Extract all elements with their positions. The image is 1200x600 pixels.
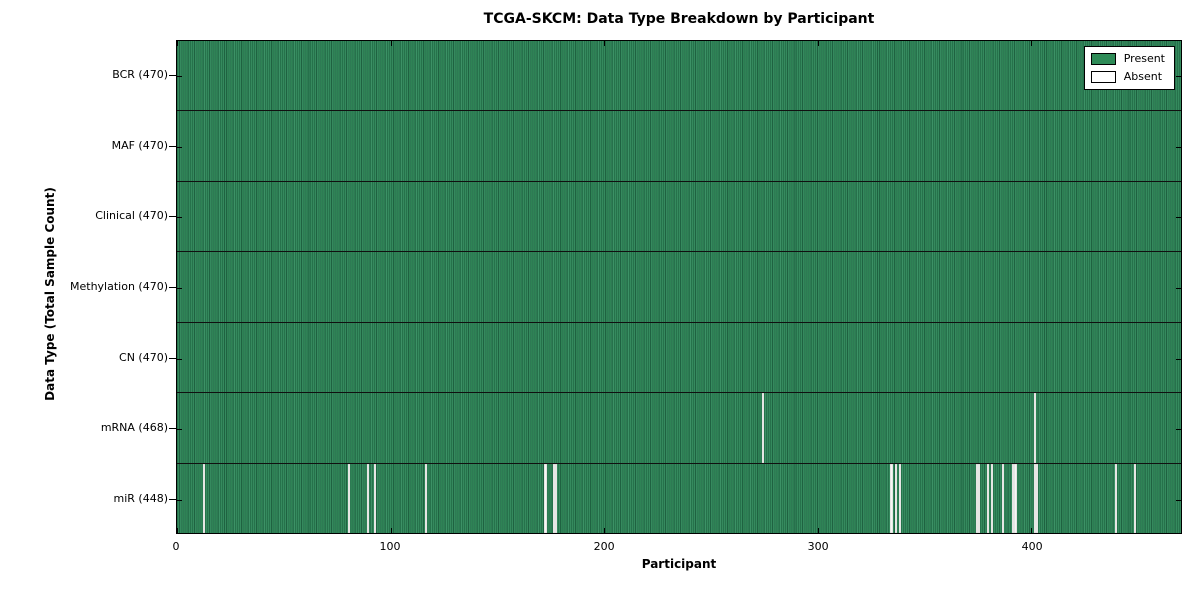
row-BCR bbox=[177, 41, 1181, 112]
y-tick bbox=[1176, 358, 1181, 360]
y-tick-label-MAF: MAF (470) bbox=[111, 138, 168, 152]
absent-mark-miR-334 bbox=[890, 463, 893, 533]
absent-mark-miR-89 bbox=[367, 463, 370, 533]
y-tick bbox=[169, 428, 176, 430]
y-tick-label-CN: CN (470) bbox=[119, 350, 168, 364]
row-mRNA bbox=[177, 393, 1181, 464]
x-tick bbox=[604, 528, 606, 533]
absent-mark-miR-92 bbox=[373, 463, 376, 533]
y-tick bbox=[169, 287, 176, 288]
y-tick bbox=[177, 217, 182, 219]
x-tick bbox=[390, 528, 392, 533]
y-tick-label-BCR: BCR (470) bbox=[112, 68, 168, 82]
x-tick bbox=[604, 41, 606, 46]
x-tick bbox=[817, 41, 819, 46]
row-CN bbox=[177, 323, 1181, 394]
y-tick bbox=[1176, 429, 1181, 431]
y-tick bbox=[177, 499, 182, 501]
x-tick bbox=[817, 528, 819, 533]
y-tick bbox=[177, 146, 182, 148]
absent-mark-miR-172 bbox=[544, 463, 547, 533]
absent-mark-mRNA-274 bbox=[762, 393, 765, 463]
y-tick-label-miR: miR (448) bbox=[113, 491, 169, 505]
legend-item-absent: Absent bbox=[1090, 70, 1165, 83]
absent-mark-miR-176 bbox=[552, 463, 556, 533]
y-tick bbox=[169, 357, 176, 359]
x-tick bbox=[1031, 41, 1033, 46]
y-tick bbox=[177, 76, 182, 78]
x-tick bbox=[177, 41, 178, 46]
x-axis-title: Participant bbox=[641, 557, 717, 571]
x-tick bbox=[1031, 528, 1033, 533]
x-tick-label: 300 bbox=[807, 540, 829, 553]
absent-mark-miR-177 bbox=[555, 463, 558, 533]
y-tick bbox=[177, 358, 182, 360]
absent-mark-miR-391 bbox=[1012, 463, 1015, 533]
absent-mark-miR-381 bbox=[990, 463, 993, 533]
absent-mark-miR-439 bbox=[1114, 463, 1117, 533]
y-axis-title: Data Type (Total Sample Count) bbox=[43, 187, 57, 401]
x-tick bbox=[177, 528, 178, 533]
y-tick bbox=[177, 429, 182, 431]
row-MAF bbox=[177, 111, 1181, 182]
y-tick-label-mRNA: mRNA (468) bbox=[100, 421, 168, 435]
legend-item-present: Present bbox=[1090, 52, 1165, 65]
y-tick bbox=[169, 145, 176, 147]
absent-mark-miR-338 bbox=[899, 463, 902, 533]
y-tick-label-Methylation: Methylation (470) bbox=[70, 280, 168, 293]
absent-mark-mRNA-401 bbox=[1033, 393, 1036, 463]
absent-mark-miR-374 bbox=[975, 463, 979, 533]
absent-mark-miR-336 bbox=[894, 463, 897, 533]
y-tick-label-Clinical: Clinical (470) bbox=[95, 209, 168, 223]
absent-mark-miR-116 bbox=[424, 463, 427, 533]
y-tick bbox=[1176, 76, 1181, 78]
absent-mark-miR-12 bbox=[202, 463, 205, 533]
row-Clinical bbox=[177, 182, 1181, 253]
y-tick bbox=[1176, 217, 1181, 219]
x-tick bbox=[390, 41, 392, 46]
absent-mark-miR-392 bbox=[1014, 463, 1017, 533]
absent-mark-miR-80 bbox=[347, 463, 351, 533]
chart-title: TCGA-SKCM: Data Type Breakdown by Partic… bbox=[483, 11, 875, 27]
x-tick-label: 400 bbox=[1021, 540, 1043, 553]
y-tick bbox=[169, 75, 176, 77]
legend-swatch-absent-icon bbox=[1090, 70, 1116, 83]
y-tick bbox=[177, 288, 182, 289]
y-tick bbox=[169, 498, 176, 500]
absent-mark-miR-375 bbox=[978, 463, 981, 533]
plot-area: Present Absent bbox=[176, 40, 1182, 534]
rows-container bbox=[177, 41, 1181, 533]
legend-label-absent: Absent bbox=[1123, 70, 1163, 83]
legend-swatch-present-icon bbox=[1090, 52, 1116, 65]
legend: Present Absent bbox=[1083, 46, 1175, 90]
legend-label-present: Present bbox=[1123, 52, 1165, 65]
absent-mark-miR-386 bbox=[1001, 463, 1004, 533]
absent-mark-miR-402 bbox=[1035, 463, 1038, 533]
x-tick-label: 200 bbox=[593, 540, 615, 553]
y-tick bbox=[1176, 288, 1181, 289]
y-tick bbox=[1176, 499, 1181, 501]
y-tick bbox=[169, 216, 176, 218]
x-tick-label: 0 bbox=[172, 540, 180, 553]
row-miR bbox=[177, 463, 1181, 533]
y-tick bbox=[1176, 146, 1181, 148]
absent-mark-miR-448 bbox=[1134, 463, 1137, 533]
absent-mark-miR-401 bbox=[1033, 463, 1036, 533]
absent-mark-miR-379 bbox=[986, 463, 989, 533]
x-tick-label: 100 bbox=[379, 540, 401, 553]
row-Methylation bbox=[177, 252, 1181, 323]
